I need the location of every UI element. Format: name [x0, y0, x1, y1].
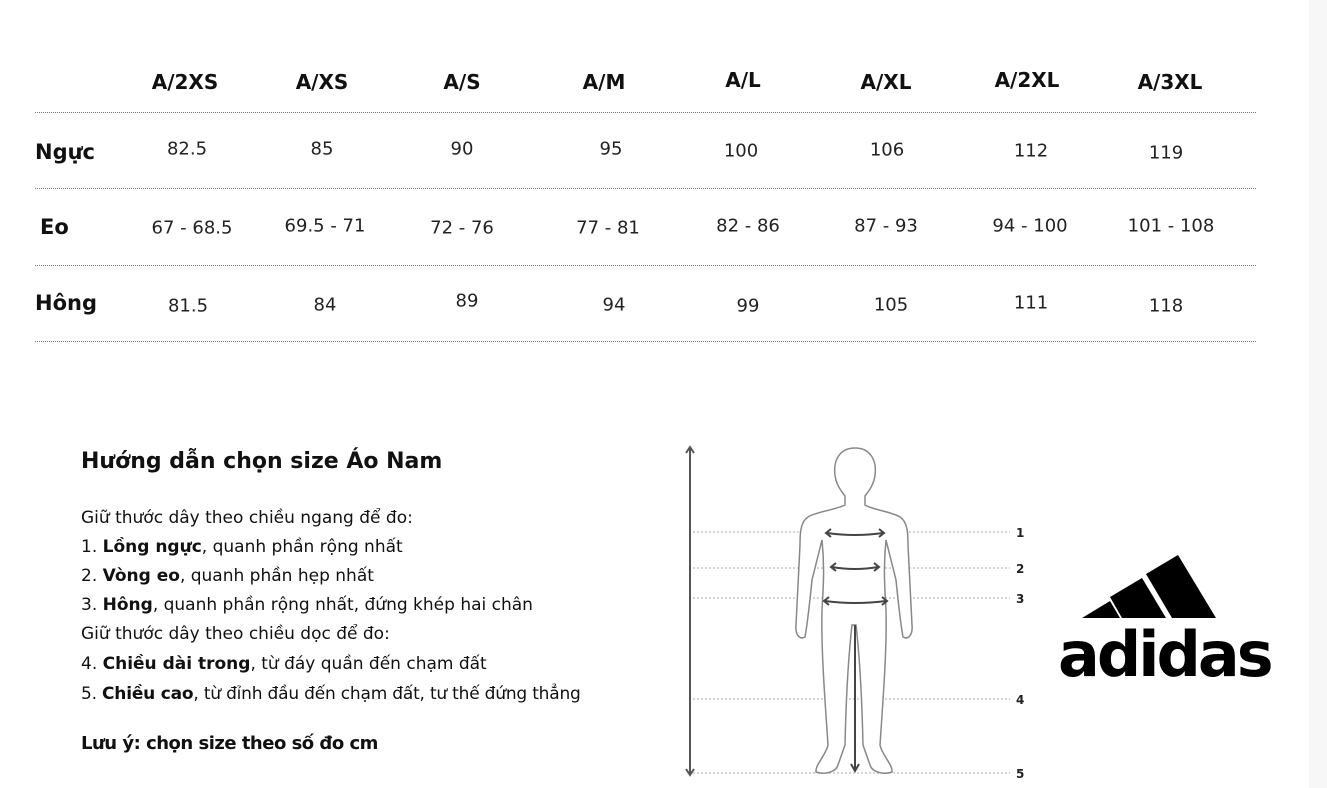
- cell: 82.5: [166, 138, 208, 160]
- cell: 77 - 81: [576, 217, 640, 239]
- measure-arrows-icon: [822, 528, 889, 774]
- divider: [35, 188, 1256, 189]
- adidas-wordmark: adidas: [1058, 618, 1274, 691]
- guide-note: Lưu ý: chọn size theo số đo cm: [81, 733, 378, 754]
- item-term: Chiều cao: [102, 684, 194, 704]
- item-number: 5.: [81, 684, 103, 704]
- cell: 99: [736, 295, 760, 317]
- guide-item: 2. Vòng eo, quanh phần hẹp nhất: [81, 566, 374, 586]
- item-desc: , từ đỉnh đầu đến chạm đất, tư thế đứng …: [193, 684, 581, 704]
- col-header: A/M: [582, 70, 626, 94]
- marker-1: 1: [1016, 526, 1024, 540]
- cell: 87 - 93: [854, 215, 918, 237]
- item-number: 1.: [81, 537, 103, 557]
- body-measurement-figure: 1 2 3 4 5: [685, 445, 1024, 781]
- guide-item: 5. Chiều cao, từ đỉnh đầu đến chạm đất, …: [81, 684, 581, 704]
- row-label: Ngực: [35, 140, 96, 164]
- item-term: Chiều dài trong: [102, 654, 251, 674]
- col-header: A/XL: [860, 70, 912, 94]
- item-term: Vòng eo: [102, 566, 180, 586]
- cell: 69.5 - 71: [284, 215, 366, 237]
- col-header: A/XS: [295, 70, 349, 94]
- cell: 94 - 100: [992, 215, 1068, 237]
- divider: [35, 112, 1256, 113]
- guide-title: Hướng dẫn chọn size Áo Nam: [81, 449, 443, 474]
- item-desc: , quanh phần hẹp nhất: [179, 566, 374, 586]
- item-number: 4.: [81, 654, 103, 674]
- guide-item: 4. Chiều dài trong, từ đáy quần đến chạm…: [81, 654, 487, 674]
- height-arrow-icon: [685, 445, 695, 777]
- cell: 112: [1013, 140, 1049, 162]
- cell: 118: [1148, 295, 1184, 317]
- cell: 111: [1013, 292, 1049, 314]
- cell: 101 - 108: [1127, 215, 1215, 237]
- adidas-stripes-logo-icon: [1082, 555, 1216, 618]
- cell: 106: [869, 139, 905, 161]
- cell: 119: [1148, 142, 1184, 164]
- item-term: Hông: [102, 595, 153, 615]
- cell: 89: [455, 290, 479, 312]
- marker-4: 4: [1016, 693, 1024, 707]
- guide-item: 1. Lồng ngực, quanh phần rộng nhất: [81, 537, 403, 557]
- cell: 95: [599, 138, 623, 160]
- page-edge: [1309, 0, 1327, 788]
- item-number: 2.: [81, 566, 103, 586]
- divider: [35, 341, 1256, 342]
- col-header: A/2XS: [151, 70, 219, 94]
- cell: 100: [723, 140, 759, 162]
- marker-3: 3: [1016, 592, 1024, 606]
- cell: 94: [602, 294, 626, 316]
- col-header: A/2XL: [994, 68, 1060, 92]
- row-label: Eo: [40, 215, 69, 239]
- cell: 85: [310, 138, 334, 160]
- item-desc: , quanh phần rộng nhất, đứng khép hai ch…: [152, 595, 533, 615]
- divider: [35, 265, 1256, 266]
- col-header: A/3XL: [1137, 70, 1203, 94]
- item-term: Lồng ngực: [102, 537, 202, 557]
- guide-item: 3. Hông, quanh phần rộng nhất, đứng khép…: [81, 595, 533, 615]
- cell: 105: [873, 294, 909, 316]
- guide-intro-horizontal: Giữ thước dây theo chiều ngang để đo:: [81, 508, 413, 528]
- cell: 67 - 68.5: [151, 217, 233, 239]
- item-desc: , từ đáy quần đến chạm đất: [250, 654, 487, 674]
- marker-2: 2: [1016, 562, 1024, 576]
- guide-intro-vertical: Giữ thước dây theo chiều dọc để đo:: [81, 624, 390, 644]
- row-label: Hông: [35, 291, 97, 315]
- col-header: A/S: [443, 70, 481, 94]
- cell: 72 - 76: [430, 217, 494, 239]
- cell: 84: [313, 294, 337, 316]
- cell: 82 - 86: [716, 215, 780, 237]
- measure-guides: [693, 531, 1010, 774]
- cell: 90: [450, 138, 474, 160]
- cell: 81.5: [167, 295, 209, 317]
- marker-5: 5: [1016, 767, 1024, 781]
- item-desc: , quanh phần rộng nhất: [201, 537, 403, 557]
- col-header: A/L: [725, 68, 761, 92]
- item-number: 3.: [81, 595, 103, 615]
